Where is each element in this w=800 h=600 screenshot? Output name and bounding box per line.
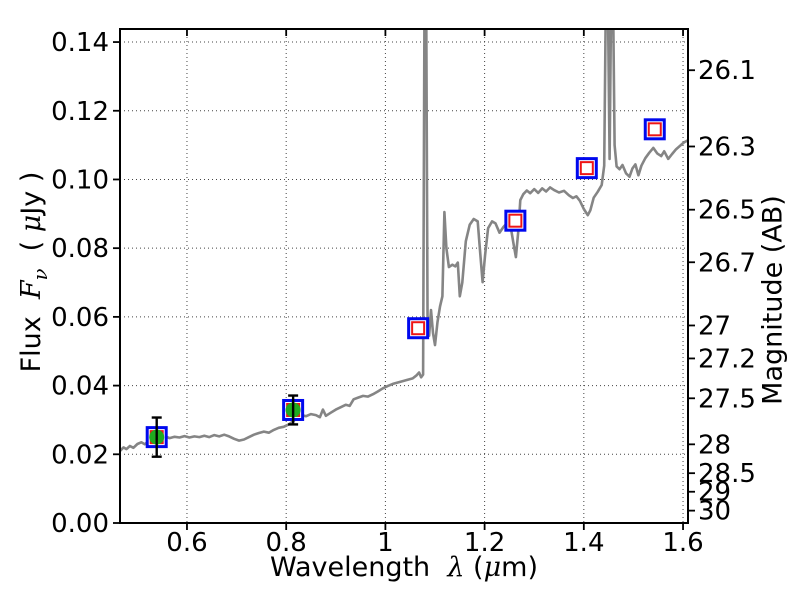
y-right-tick-label: 27 (698, 311, 731, 341)
x-axis-unit-close: m) (501, 552, 538, 583)
y-right-tick-label: 28.5 (698, 459, 756, 489)
y-right-tick-label: 30 (698, 497, 731, 527)
mu-jy-symbol: μ (16, 214, 48, 233)
x-tick-label: 0.8 (266, 528, 307, 558)
model-photometry-square-inner (508, 213, 523, 228)
y-left-tick-label: 0.08 (51, 234, 109, 264)
y-right-tick-label: 27.2 (698, 344, 756, 374)
nu-subscript: ν (28, 268, 52, 281)
y-axis-label-left: Flux Fν ( μJy ) (16, 172, 52, 373)
lambda-symbol: λ (447, 552, 465, 583)
model-photometry-square-outer (575, 157, 598, 180)
flux-symbol: F (16, 280, 48, 300)
y-left-tick-label: 0.06 (51, 303, 109, 333)
plot-frame (119, 28, 689, 524)
x-tick-label: 1.4 (563, 528, 604, 558)
x-tick-label: 1.6 (662, 528, 703, 558)
model-spectrum-line (120, 29, 688, 452)
y-left-tick-label: 0.02 (51, 440, 109, 470)
y-axis-unit-close: Jy ) (16, 171, 48, 215)
model-photometry-square-inner (411, 321, 426, 336)
x-axis-label: Wavelength λ (μm) (120, 552, 688, 583)
model-photometry-square-inner (647, 122, 662, 137)
y-right-tick-label: 26.3 (698, 132, 756, 162)
y-left-tick-label: 0.04 (51, 372, 109, 402)
model-photometry-square-outer (504, 209, 527, 232)
y-left-tick-label: 0.10 (51, 165, 109, 195)
model-photometry-square-outer (643, 118, 666, 141)
y-right-tick-label: 27.5 (698, 384, 756, 414)
y-left-tick-label: 0.14 (51, 28, 109, 58)
y-right-tick-label: 26.5 (698, 196, 756, 226)
model-photometry-square-inner (579, 161, 594, 176)
y-axis-unit-open: ( (16, 232, 48, 269)
x-axis-label-word: Wavelength (270, 552, 448, 583)
x-tick-label: 1 (377, 528, 394, 558)
x-tick-label: 1.2 (464, 528, 505, 558)
y-right-tick-label: 26.1 (698, 56, 756, 86)
x-axis-unit-open: ( (464, 552, 484, 583)
model-photometry-square-outer (407, 317, 430, 340)
y-left-tick-label: 0.00 (51, 509, 109, 539)
mu-symbol: μ (483, 552, 502, 583)
y-right-tick-label: 26.7 (698, 248, 756, 278)
x-tick-label: 0.6 (166, 528, 207, 558)
y-right-tick-label: 29 (698, 478, 731, 508)
y-axis-label-right: Magnitude (AB) (757, 195, 789, 405)
y-axis-label-word: Flux (16, 299, 48, 373)
y-right-tick-label: 28 (698, 430, 731, 460)
y-left-tick-label: 0.12 (51, 97, 109, 127)
